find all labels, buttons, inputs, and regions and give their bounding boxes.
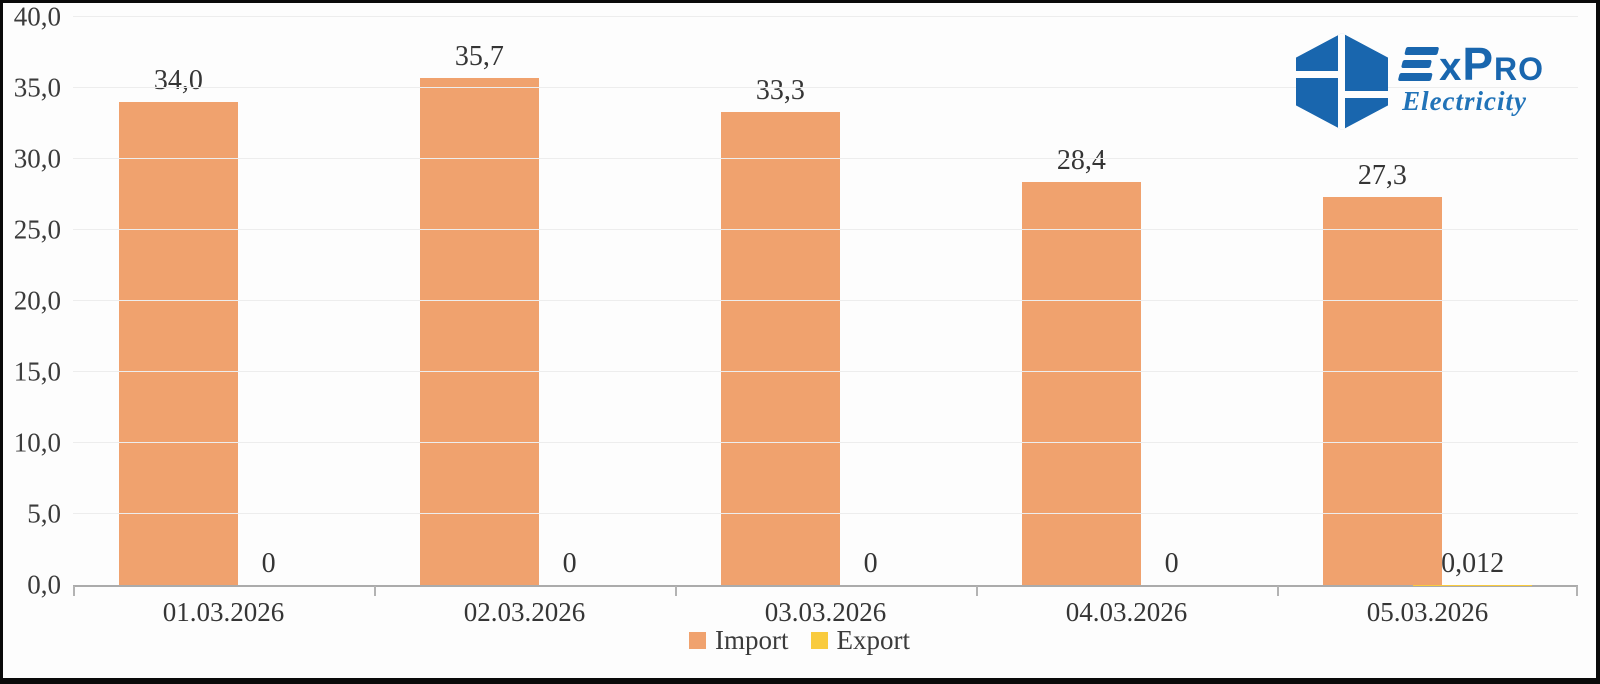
y-tick-label: 35,0 [13,72,61,103]
brand-letter-p: P [1462,37,1494,90]
bar-group: 33,3 0 [675,17,976,585]
y-tick-label: 0,0 [27,569,61,600]
x-axis-tick [1277,586,1279,596]
legend-item-export: Export [810,625,911,656]
gridline [73,229,1578,230]
expro-e-bars-icon [1397,47,1440,82]
bar-group: 28,4 0 [976,17,1277,585]
expro-hexagon-icon [1296,33,1389,130]
gridline [73,442,1578,443]
y-tick-label: 40,0 [13,1,61,32]
expro-logo: x P ro Electricity [1296,33,1544,130]
x-category-label: 03.03.2026 [764,597,887,627]
x-axis-tick [1576,586,1578,596]
y-tick-label: 5,0 [27,498,61,529]
legend-label: Export [836,625,911,655]
x-category-label: 02.03.2026 [463,597,586,627]
import-bar [1021,181,1141,585]
x-category-label: 05.03.2026 [1366,597,1489,627]
bar-group: 34,0 0 [73,17,374,585]
import-bar [1322,197,1442,585]
import-value-label: 34,0 [153,65,203,97]
export-value-label: 0,012 [1441,547,1505,579]
bar-groups: 34,0 0 35,7 0 33,3 0 28,4 0 27,3 0,012 [73,17,1578,585]
import-bar [419,78,539,585]
gridline [73,158,1578,159]
y-tick-label: 10,0 [13,427,61,458]
x-axis-tick [73,586,75,596]
export-value-label: 0 [261,548,276,579]
legend-label: Import [715,625,789,655]
import-bar [118,102,238,585]
y-tick-label: 20,0 [13,285,61,316]
x-axis-tick [374,586,376,596]
import-swatch-icon [689,632,706,649]
import-bar [720,112,840,585]
legend-item-import: Import [689,625,789,656]
import-value-label: 28,4 [1056,144,1106,176]
gridline [73,371,1578,372]
legend: Import Export [3,625,1596,656]
gridline [73,16,1578,17]
export-swatch-icon [810,632,828,649]
brand-wordmark: x P ro [1397,37,1544,90]
gridline [73,87,1578,88]
import-value-label: 33,3 [755,75,805,107]
brand-letters-ro: ro [1494,37,1544,90]
y-tick-label: 15,0 [13,356,61,387]
import-value-label: 27,3 [1357,160,1407,192]
brand-letter-x: x [1439,44,1463,89]
bar-group: 35,7 0 [374,17,675,585]
x-category-label: 01.03.2026 [162,597,285,627]
y-axis-labels: 0,0 5,0 10,0 15,0 20,0 25,0 30,0 35,0 40,0 [3,3,65,598]
x-axis-labels: 01.03.2026 02.03.2026 03.03.2026 04.03.2026… [73,597,1578,628]
export-value-label: 0 [562,548,577,579]
gridline [73,513,1578,514]
brand-subtitle: Electricity [1402,86,1528,117]
x-axis-tick [675,586,677,596]
y-tick-label: 30,0 [13,143,61,174]
y-tick-label: 25,0 [13,214,61,245]
export-value-label: 0 [863,548,878,579]
logo-text: x P ro Electricity [1397,37,1544,118]
plot-area: 34,0 0 35,7 0 33,3 0 28,4 0 27,3 0,012 [73,16,1578,596]
x-category-label: 04.03.2026 [1065,597,1188,627]
export-value-label: 0 [1164,548,1179,579]
gridline [73,300,1578,301]
import-value-label: 35,7 [454,41,504,73]
bar-group: 27,3 0,012 [1277,17,1578,585]
x-axis-tick [976,586,978,596]
